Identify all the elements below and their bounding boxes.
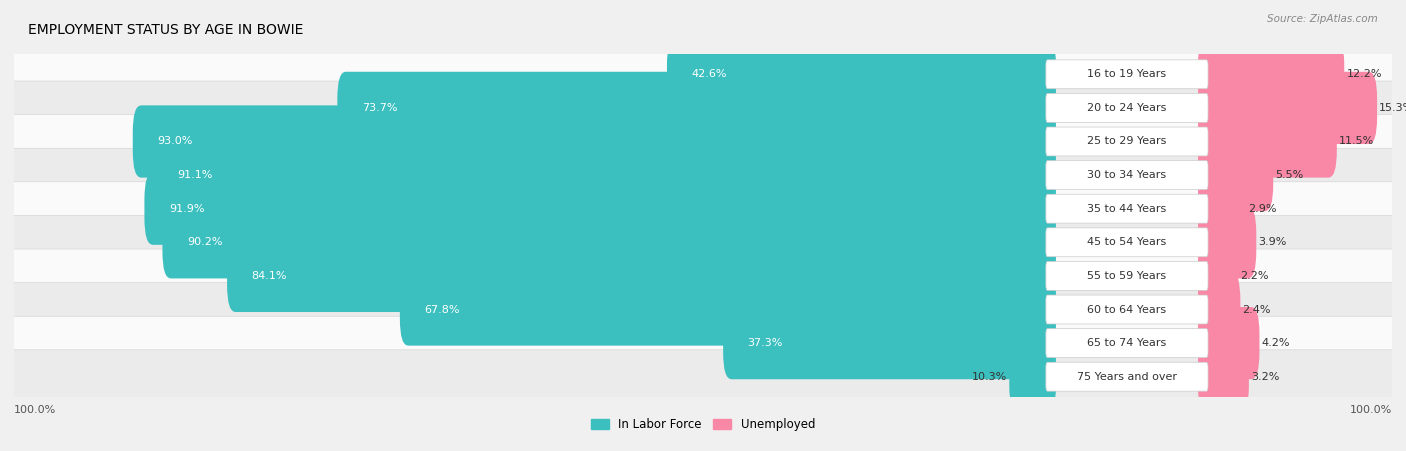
FancyBboxPatch shape [399, 273, 1056, 345]
FancyBboxPatch shape [1046, 161, 1208, 189]
Text: 60 to 64 Years: 60 to 64 Years [1087, 304, 1167, 314]
Text: 3.9%: 3.9% [1258, 237, 1286, 247]
FancyBboxPatch shape [11, 148, 1395, 202]
FancyBboxPatch shape [1198, 240, 1239, 312]
Text: 75 Years and over: 75 Years and over [1077, 372, 1177, 382]
Text: 16 to 19 Years: 16 to 19 Years [1087, 69, 1167, 79]
Legend: In Labor Force, Unemployed: In Labor Force, Unemployed [586, 413, 820, 436]
FancyBboxPatch shape [132, 106, 1056, 178]
FancyBboxPatch shape [1198, 341, 1249, 413]
Text: 55 to 59 Years: 55 to 59 Years [1087, 271, 1167, 281]
Text: 11.5%: 11.5% [1339, 137, 1374, 147]
FancyBboxPatch shape [1198, 38, 1344, 110]
Text: 12.2%: 12.2% [1347, 69, 1382, 79]
FancyBboxPatch shape [145, 173, 1056, 245]
Text: 45 to 54 Years: 45 to 54 Years [1087, 237, 1167, 247]
FancyBboxPatch shape [11, 81, 1395, 135]
Text: 4.2%: 4.2% [1261, 338, 1291, 348]
FancyBboxPatch shape [1046, 194, 1208, 223]
FancyBboxPatch shape [666, 38, 1056, 110]
FancyBboxPatch shape [1198, 307, 1260, 379]
FancyBboxPatch shape [1198, 106, 1337, 178]
FancyBboxPatch shape [11, 350, 1395, 404]
FancyBboxPatch shape [1046, 228, 1208, 257]
FancyBboxPatch shape [1010, 341, 1056, 413]
FancyBboxPatch shape [1198, 206, 1257, 278]
Text: 84.1%: 84.1% [252, 271, 287, 281]
Text: 5.5%: 5.5% [1275, 170, 1303, 180]
FancyBboxPatch shape [11, 283, 1395, 336]
Text: 25 to 29 Years: 25 to 29 Years [1087, 137, 1167, 147]
FancyBboxPatch shape [1046, 127, 1208, 156]
Text: 37.3%: 37.3% [748, 338, 783, 348]
Text: 91.9%: 91.9% [169, 204, 204, 214]
FancyBboxPatch shape [1046, 262, 1208, 290]
Text: 65 to 74 Years: 65 to 74 Years [1087, 338, 1167, 348]
Text: Source: ZipAtlas.com: Source: ZipAtlas.com [1267, 14, 1378, 23]
Text: 90.2%: 90.2% [187, 237, 222, 247]
Text: 91.1%: 91.1% [177, 170, 212, 180]
FancyBboxPatch shape [11, 316, 1395, 370]
Text: 2.2%: 2.2% [1240, 271, 1268, 281]
Text: 2.9%: 2.9% [1247, 204, 1277, 214]
FancyBboxPatch shape [228, 240, 1056, 312]
Text: 100.0%: 100.0% [1350, 405, 1392, 415]
FancyBboxPatch shape [11, 115, 1395, 168]
FancyBboxPatch shape [723, 307, 1056, 379]
Text: 2.4%: 2.4% [1243, 304, 1271, 314]
FancyBboxPatch shape [1046, 362, 1208, 391]
Text: 100.0%: 100.0% [14, 405, 56, 415]
FancyBboxPatch shape [1198, 273, 1240, 345]
FancyBboxPatch shape [1046, 93, 1208, 122]
FancyBboxPatch shape [1198, 72, 1376, 144]
FancyBboxPatch shape [1198, 173, 1246, 245]
FancyBboxPatch shape [11, 216, 1395, 269]
FancyBboxPatch shape [11, 182, 1395, 235]
FancyBboxPatch shape [11, 47, 1395, 101]
Text: 3.2%: 3.2% [1251, 372, 1279, 382]
FancyBboxPatch shape [1046, 295, 1208, 324]
FancyBboxPatch shape [337, 72, 1056, 144]
FancyBboxPatch shape [11, 249, 1395, 303]
Text: 35 to 44 Years: 35 to 44 Years [1087, 204, 1167, 214]
FancyBboxPatch shape [1198, 139, 1274, 211]
Text: 15.3%: 15.3% [1379, 103, 1406, 113]
Text: 67.8%: 67.8% [425, 304, 460, 314]
FancyBboxPatch shape [153, 139, 1056, 211]
Text: 10.3%: 10.3% [972, 372, 1007, 382]
Text: 93.0%: 93.0% [157, 137, 193, 147]
FancyBboxPatch shape [1046, 60, 1208, 89]
FancyBboxPatch shape [163, 206, 1056, 278]
Text: 73.7%: 73.7% [361, 103, 398, 113]
Text: EMPLOYMENT STATUS BY AGE IN BOWIE: EMPLOYMENT STATUS BY AGE IN BOWIE [28, 23, 304, 37]
FancyBboxPatch shape [1046, 329, 1208, 358]
Text: 42.6%: 42.6% [692, 69, 727, 79]
Text: 20 to 24 Years: 20 to 24 Years [1087, 103, 1167, 113]
Text: 30 to 34 Years: 30 to 34 Years [1087, 170, 1167, 180]
